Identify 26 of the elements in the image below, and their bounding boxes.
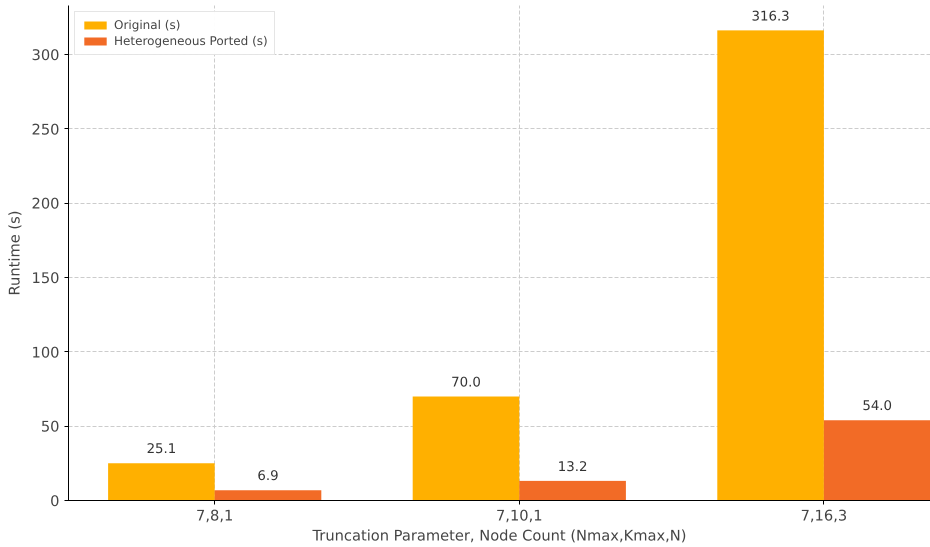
bar xyxy=(717,30,824,500)
bar xyxy=(519,480,626,500)
legend-label: Original (s) xyxy=(114,18,180,32)
y-tick-label: 250 xyxy=(32,121,60,138)
x-axis-title: Truncation Parameter, Node Count (Nmax,Kmax,N) xyxy=(312,528,687,544)
data-label: 316.3 xyxy=(752,9,790,24)
y-tick-label: 0 xyxy=(50,493,60,510)
data-label: 6.9 xyxy=(257,469,279,484)
bar xyxy=(824,420,930,500)
x-tick-label: 7,16,3 xyxy=(800,508,848,524)
y-tick-label: 300 xyxy=(32,47,60,64)
y-tick-label: 50 xyxy=(40,418,60,436)
bar xyxy=(108,463,215,500)
x-tick-label: 7,10,1 xyxy=(496,508,543,524)
data-label: 54.0 xyxy=(862,399,892,414)
bar xyxy=(214,490,322,500)
data-label: 25.1 xyxy=(146,442,176,458)
data-label: 13.2 xyxy=(558,460,588,475)
y-tick-label: 200 xyxy=(32,196,60,213)
data-label: 70.0 xyxy=(451,375,481,390)
y-tick-label: 150 xyxy=(32,270,60,288)
legend-label: Heterogeneous Ported (s) xyxy=(114,34,268,48)
y-tick-label: 100 xyxy=(32,344,60,362)
bar xyxy=(412,396,520,500)
x-tick-label: 7,8,1 xyxy=(196,508,234,524)
y-axis-title: Runtime (s) xyxy=(6,210,24,296)
